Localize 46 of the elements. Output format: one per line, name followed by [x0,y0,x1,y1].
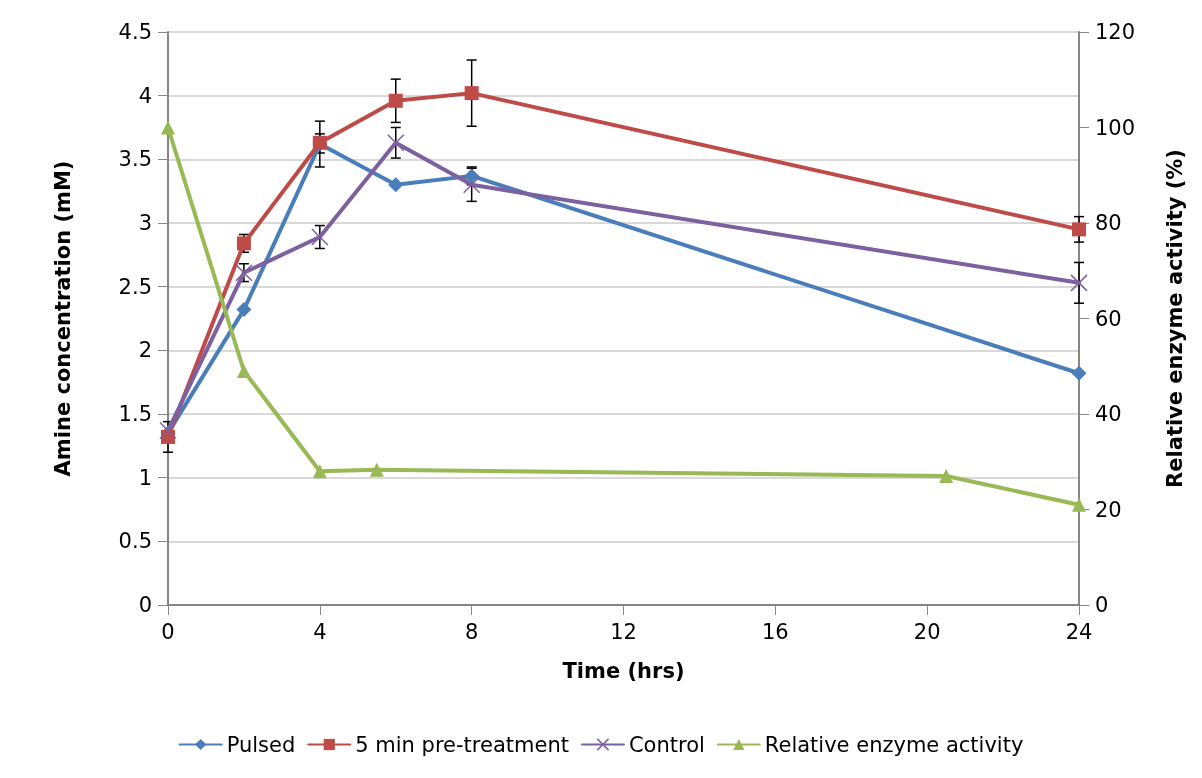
y2-tick-label: 120 [1095,20,1136,44]
y2-tick-label: 80 [1095,211,1122,235]
point [1070,274,1088,292]
y2-tick-label: 20 [1095,497,1122,522]
y-axis-title: Amine concentration (mM) [50,160,75,477]
point [387,134,405,152]
y-tick-label: 3 [138,211,152,235]
point [1072,497,1086,512]
point [236,302,252,318]
point [388,93,403,108]
x-tick-label: 0 [161,619,175,644]
point [1071,365,1087,381]
point [159,421,177,440]
x-tick-label: 4 [313,619,327,644]
y-tick-label: 4 [138,83,152,108]
point [1072,222,1086,237]
y2-tick-label: 40 [1095,402,1122,426]
y-tick-label: 3.5 [118,147,152,172]
y-tick-label: 0.5 [118,529,152,554]
point [312,464,327,479]
legend-label: Pulsed [226,732,296,757]
y2-tick-label: 0 [1095,593,1109,617]
x-tick-label: 8 [464,619,479,644]
point [369,462,384,477]
y-tick-label: 1.5 [118,402,152,426]
x-tick-label: 16 [761,619,789,644]
y-tick-label: 2 [138,338,152,363]
x-tick-label: 12 [610,619,637,644]
y-tick-label: 0 [138,593,152,617]
legend-label: 5 min pre-treatment [355,732,569,757]
legend-label: Relative enzyme activity [764,732,1024,757]
point [939,469,954,484]
legend-label: Control [628,732,705,757]
x-axis-title: Time (hrs) [562,658,685,683]
y-tick-label: 4.5 [118,20,152,44]
y2-tick-label: 60 [1095,306,1122,331]
x-tick-label: 24 [1065,619,1093,644]
point [161,120,175,135]
point [464,86,479,101]
y2-axis-title: Relative enzyme activity (%) [1162,149,1187,488]
point [236,364,251,379]
y-tick-label: 2.5 [118,274,152,299]
y-tick-label: 1 [138,465,152,490]
x-tick-label: 20 [913,619,941,644]
point [388,177,404,193]
y2-tick-label: 100 [1095,115,1136,140]
